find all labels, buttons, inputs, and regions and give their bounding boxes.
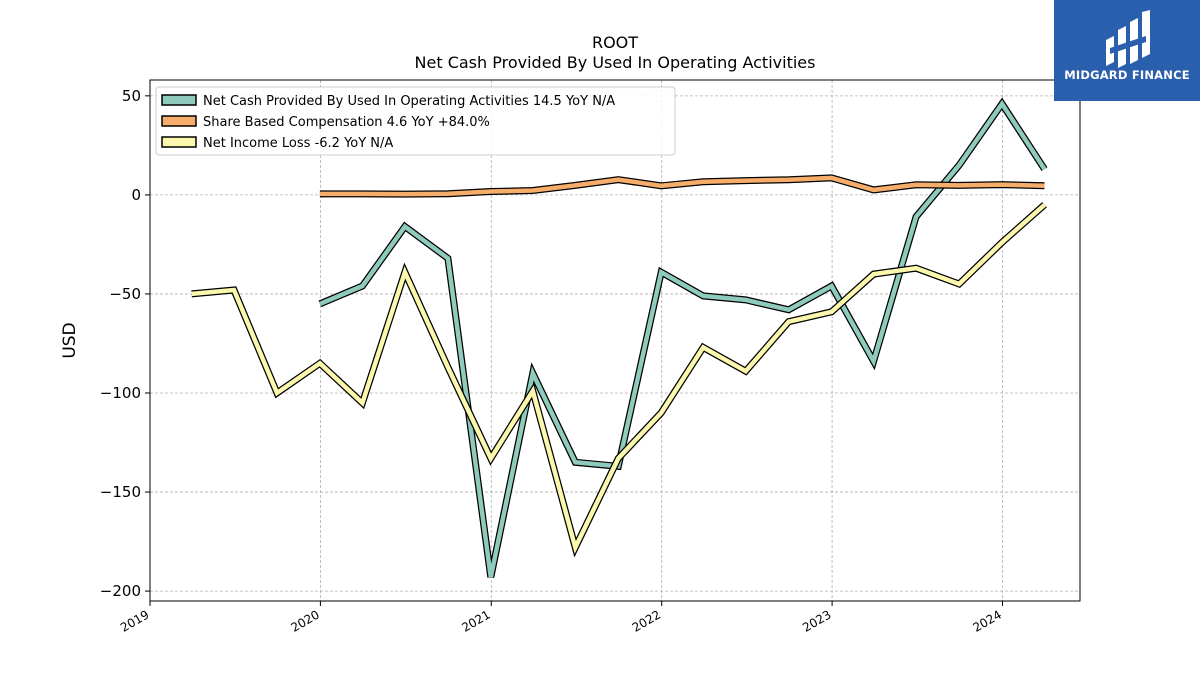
legend-swatch	[161, 94, 197, 106]
x-tick-label: 2019	[118, 607, 151, 634]
plot-frame	[149, 79, 1081, 602]
legend-swatch	[161, 115, 197, 127]
y-tick-label: −50	[109, 285, 141, 303]
y-tick-label: 0	[131, 186, 141, 204]
series-outline-0	[318, 97, 1048, 578]
y-tick-label: −200	[100, 582, 141, 600]
y-tick-label: −150	[100, 483, 141, 501]
y-tick-label: 50	[122, 87, 141, 105]
midgard-logo-icon	[1106, 10, 1150, 68]
x-tick-label: 2021	[459, 607, 492, 634]
chart-title: Net Cash Provided By Used In Operating A…	[414, 53, 816, 72]
brand-logo: MIDGARD FINANCE	[1054, 0, 1200, 101]
legend-box	[155, 86, 676, 156]
legend-label: Net Income Loss -6.2 YoY N/A	[203, 136, 393, 151]
brand-name: MIDGARD FINANCE	[1064, 68, 1190, 82]
chart-ticker: ROOT	[591, 33, 639, 52]
y-axis-label: USD	[60, 322, 80, 358]
series-line-0	[319, 99, 1047, 578]
x-tick-label: 2023	[800, 607, 833, 634]
series-line-2	[191, 203, 1046, 554]
x-tick-label: 2024	[971, 607, 1004, 634]
y-tick-label: −100	[100, 384, 141, 402]
legend-swatch	[161, 136, 197, 148]
legend-label: Share Based Compensation 4.6 YoY +84.0%	[203, 115, 490, 130]
x-tick-label: 2020	[288, 607, 321, 634]
legend-label: Net Cash Provided By Used In Operating A…	[203, 94, 615, 109]
series-line-1	[319, 175, 1045, 197]
series-outline-2	[191, 202, 1047, 558]
x-tick-label: 2022	[630, 607, 663, 634]
